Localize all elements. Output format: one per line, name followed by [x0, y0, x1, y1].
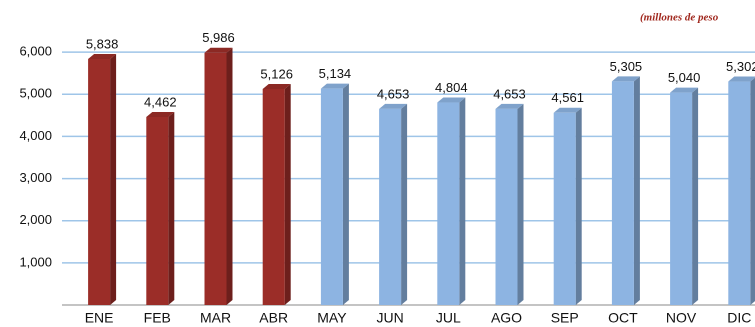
- value-label: 4,462: [144, 94, 177, 109]
- bar: [553, 107, 582, 305]
- bar-side: [750, 77, 755, 305]
- x-tick-label: ABR: [259, 310, 288, 326]
- bar: [611, 76, 640, 305]
- value-label: 5,040: [668, 70, 701, 85]
- bar: [320, 83, 349, 305]
- bar-top: [611, 76, 640, 82]
- x-tick-label: NOV: [666, 310, 697, 326]
- value-label: 5,134: [319, 66, 352, 81]
- bar: [728, 76, 755, 306]
- bar-front: [495, 108, 518, 305]
- bar-top: [553, 107, 582, 113]
- bar: [204, 47, 233, 306]
- bar-side: [110, 53, 117, 305]
- bar-top: [437, 97, 466, 103]
- x-tick-label: AGO: [491, 310, 522, 326]
- bar-top: [495, 103, 524, 109]
- y-tick-label: 3,000: [19, 170, 52, 185]
- bar-side: [517, 103, 524, 305]
- bar-side: [168, 111, 175, 305]
- value-label: 5,305: [610, 59, 643, 74]
- value-label: 4,653: [377, 86, 410, 101]
- bar-front: [262, 88, 285, 306]
- bar: [146, 111, 175, 305]
- bar: [437, 97, 466, 305]
- bar-side: [575, 107, 582, 305]
- x-tick-label: JUL: [436, 310, 461, 326]
- bar-side: [226, 47, 233, 306]
- x-tick-label: MAR: [200, 310, 231, 326]
- bar-top: [728, 76, 755, 82]
- bar-top: [670, 87, 699, 93]
- y-tick-label: 1,000: [19, 254, 52, 269]
- bar-front: [88, 58, 111, 305]
- value-label: 5,838: [86, 36, 119, 51]
- x-tick-label: SEP: [551, 310, 579, 326]
- value-label: 4,804: [435, 80, 468, 95]
- y-tick-label: 6,000: [19, 44, 52, 59]
- bar-front: [670, 92, 693, 305]
- bar-side: [459, 97, 466, 305]
- x-tick-label: FEB: [144, 310, 171, 326]
- bar-top: [204, 47, 233, 53]
- chart-subtitle: (millones de peso: [640, 12, 719, 24]
- bar-top: [320, 83, 349, 89]
- bar-top: [379, 103, 408, 109]
- bar-top: [262, 83, 291, 89]
- bar: [88, 53, 117, 305]
- bar: [262, 83, 291, 306]
- bar-side: [692, 87, 699, 305]
- bar-side: [284, 83, 291, 306]
- x-tick-label: DIC: [727, 310, 751, 326]
- bar: [379, 103, 408, 305]
- value-label: 4,561: [551, 90, 584, 105]
- bar-front: [553, 112, 576, 305]
- x-tick-label: OCT: [608, 310, 638, 326]
- x-tick-label: JUN: [376, 310, 403, 326]
- bar: [495, 103, 524, 305]
- bar-front: [379, 108, 402, 305]
- bar-front: [437, 102, 460, 305]
- bar-front: [611, 81, 634, 305]
- value-label: 4,653: [493, 86, 526, 101]
- x-tick-label: MAY: [317, 310, 347, 326]
- bar-top: [146, 111, 175, 117]
- bar-top: [88, 53, 117, 59]
- bar-front: [320, 88, 343, 305]
- y-tick-label: 5,000: [19, 86, 52, 101]
- bar: [670, 87, 699, 305]
- bar-front: [146, 116, 169, 305]
- value-label: 5,126: [260, 66, 293, 81]
- bar-front: [204, 52, 227, 306]
- bar-side: [342, 83, 349, 305]
- y-tick-label: 2,000: [19, 212, 52, 227]
- bar-side: [633, 76, 640, 305]
- value-label: 5,986: [202, 30, 235, 45]
- x-tick-label: ENE: [85, 310, 114, 326]
- bar-side: [401, 103, 408, 305]
- bar-front: [728, 81, 751, 306]
- value-label: 5,302: [726, 59, 755, 74]
- y-tick-label: 4,000: [19, 128, 52, 143]
